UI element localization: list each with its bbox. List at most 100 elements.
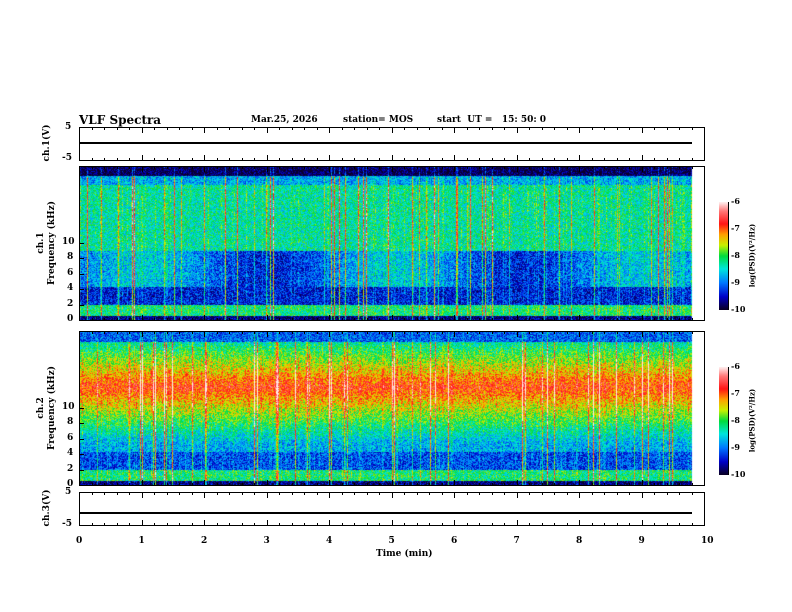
x-minor-tick [229,318,230,321]
x-minor-tick [116,158,118,161]
x-minor-tick [466,127,468,130]
x-minor-tick [191,523,193,526]
freq-tick-label: 10 [62,402,75,412]
x-tick-label: 6 [451,536,458,546]
x-minor-tick [691,331,693,334]
x-minor-tick [604,331,605,334]
x-tick-mark [516,480,518,486]
x-minor-tick [366,492,368,495]
x-tick-mark [204,492,205,498]
x-minor-tick [541,158,543,161]
x-tick-mark [704,127,705,133]
x-minor-tick [416,483,418,486]
x-minor-tick [466,523,468,526]
x-tick-mark [79,127,80,133]
date-label: Mar.25, 2026 [251,115,318,125]
x-minor-tick [104,331,105,334]
x-minor-tick [229,158,230,161]
x-minor-tick [554,166,555,169]
x-minor-tick [479,166,480,169]
x-tick-mark [704,480,705,486]
ch1-ylabel: ch.1(V) [42,124,52,162]
x-minor-tick [216,523,218,526]
x-minor-tick [629,492,630,495]
x-minor-tick [691,492,693,495]
x-tick-mark [79,520,80,526]
x-minor-tick [479,523,480,526]
freq-tick-mark [79,320,84,321]
colorbar-tick-label: -9 [731,442,740,452]
x-minor-tick [91,158,93,161]
x-minor-tick [429,158,430,161]
x-tick-mark [579,315,580,321]
ch1-waveform-line [80,142,692,144]
x-minor-tick [566,318,568,321]
x-tick-mark [641,127,643,133]
x-minor-tick [229,492,230,495]
x-minor-tick [379,483,380,486]
x-minor-tick [116,492,118,495]
freq-tick-label: 4 [67,283,74,294]
x-minor-tick [129,166,130,169]
x-minor-tick [466,331,468,334]
x-minor-tick [654,166,655,169]
x-minor-tick [254,166,255,169]
x-tick-mark [641,492,643,498]
freq-tick-label: 8 [67,252,74,263]
start-time-label: start UT = 15: 50: 0 [437,115,547,125]
x-minor-tick [466,158,468,161]
x-minor-tick [629,318,630,321]
x-minor-tick [591,318,593,321]
x-tick-mark [454,155,455,161]
x-minor-tick [91,318,93,321]
x-minor-tick [241,492,243,495]
x-minor-tick [354,331,355,334]
x-tick-mark [579,155,580,161]
x-minor-tick [504,166,505,169]
x-minor-tick [166,492,168,495]
ch2-spectrogram [79,331,705,485]
x-minor-tick [129,127,130,130]
x-minor-tick [429,483,430,486]
x-minor-tick [129,158,130,161]
x-tick-mark [204,331,205,337]
x-minor-tick [179,331,180,334]
freq-tick-mark [79,454,84,456]
x-tick-mark [141,331,143,337]
x-minor-tick [129,483,130,486]
x-minor-tick [316,483,318,486]
x-minor-tick [529,166,530,169]
x-minor-tick [604,318,605,321]
x-minor-tick [341,492,343,495]
x-tick-mark [579,331,580,337]
freq-tick-label: 0 [67,314,74,324]
x-tick-mark [641,520,643,526]
x-minor-tick [279,127,280,130]
x-minor-tick [129,331,130,334]
ch3-ytick-top: 5 [65,487,72,497]
x-tick-mark [516,520,518,526]
colorbar-tick-label: -7 [731,388,740,398]
x-minor-tick [666,483,668,486]
x-minor-tick [679,158,680,161]
ch1-ytick-bottom: -5 [62,153,72,163]
x-minor-tick [529,331,530,334]
x-tick-mark [141,480,143,486]
x-minor-tick [216,318,218,321]
x-minor-tick [304,318,305,321]
x-minor-tick [241,483,243,486]
x-tick-mark [704,315,705,321]
x-tick-label: 10 [701,536,714,546]
x-minor-tick [354,523,355,526]
ch3-ylabel: ch.3(V) [42,489,52,527]
x-minor-tick [479,331,480,334]
x-minor-tick [679,127,680,130]
x-minor-tick [116,331,118,334]
x-minor-tick [354,492,355,495]
x-minor-tick [104,166,105,169]
x-minor-tick [654,127,655,130]
x-tick-mark [141,520,143,526]
x-minor-tick [191,318,193,321]
x-minor-tick [216,127,218,130]
x-minor-tick [604,166,605,169]
